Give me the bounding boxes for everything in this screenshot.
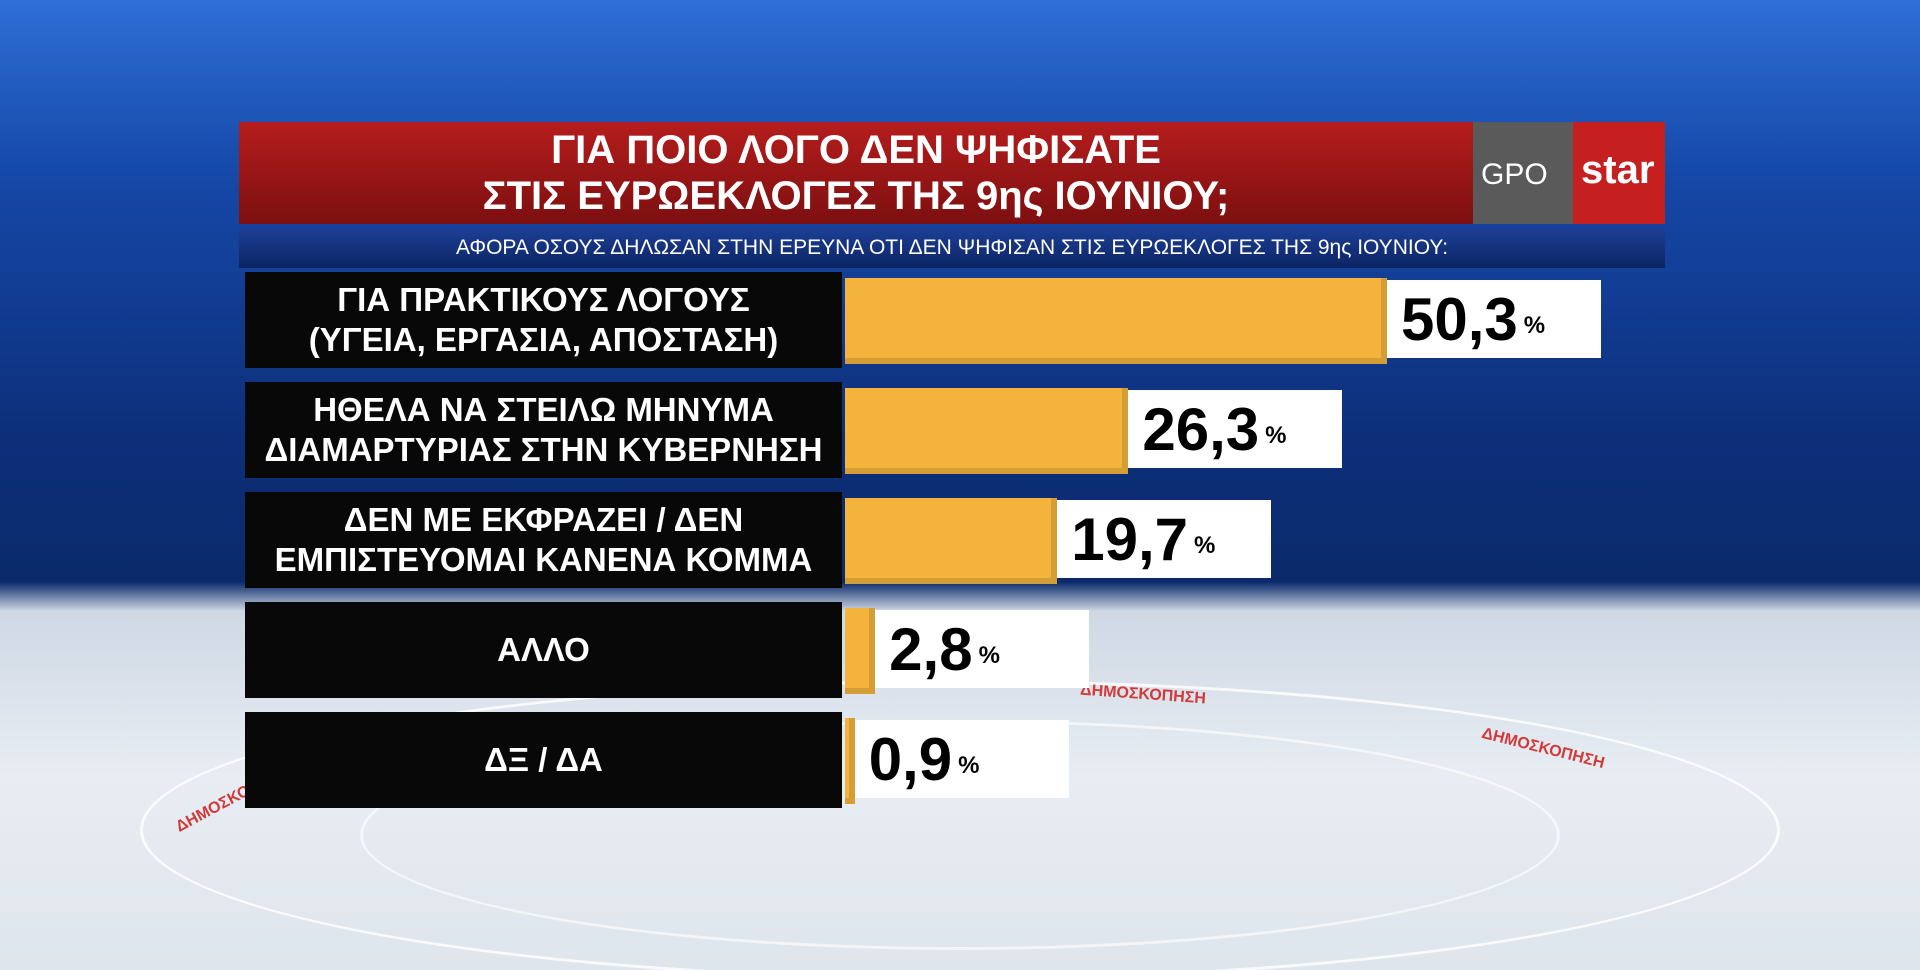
value-label: 0,9 [868,725,953,793]
category-label: ΗΘΕΛΑ ΝΑ ΣΤΕΙΛΩ ΜΗΝΥΜΑ ΔΙΑΜΑΡΤΥΡΙΑΣ ΣΤΗΝ… [245,382,842,478]
value-label: 2,8 [889,615,973,683]
value-box: 50,3% [1387,280,1601,358]
value-box: 26,3% [1128,390,1343,468]
value-unit: % [1194,532,1216,559]
chart-subtitle: ΑΦΟΡΑ ΟΣΟΥΣ ΔΗΛΩΣΑΝ ΣΤΗΝ ΕΡΕΥΝΑ ΟΤΙ ΔΕΝ … [239,228,1665,268]
value-box: 0,9% [854,720,1069,798]
value-unit: % [1265,422,1287,449]
bar [845,498,1058,584]
category-label: ΓΙΑ ΠΡΑΚΤΙΚΟΥΣ ΛΟΓΟΥΣ (ΥΓΕΙΑ, ΕΡΓΑΣΙΑ, Α… [245,272,842,368]
value-label: 50,3 [1401,285,1518,353]
logo: GPO star [1473,122,1665,224]
bar [845,278,1387,364]
value-box: 2,8% [875,610,1090,688]
bar [845,388,1129,474]
category-label: ΔΕΝ ΜΕ ΕΚΦΡΑΖΕΙ / ΔΕΝ ΕΜΠΙΣΤΕΥΟΜΑΙ ΚΑΝΕΝ… [245,492,842,588]
category-label: ΔΞ / ΔΑ [245,712,842,808]
logo-star: star [1581,148,1655,192]
bar [845,718,855,804]
chart-title: ΓΙΑ ΠΟΙΟ ΛΟΓΟ ΔΕΝ ΨΗΦΙΣΑΤΕ ΣΤΙΣ ΕΥΡΩΕΚΛΟ… [239,122,1473,224]
value-label: 19,7 [1071,505,1189,573]
category-label: ΑΛΛΟ [245,602,842,698]
value-unit: % [978,642,1000,669]
logo-gpo: GPO [1481,158,1548,191]
value-box: 19,7% [1057,500,1272,578]
value-unit: % [958,752,980,779]
bar [845,608,876,694]
value-unit: % [1523,312,1546,339]
value-label: 26,3 [1142,395,1260,463]
